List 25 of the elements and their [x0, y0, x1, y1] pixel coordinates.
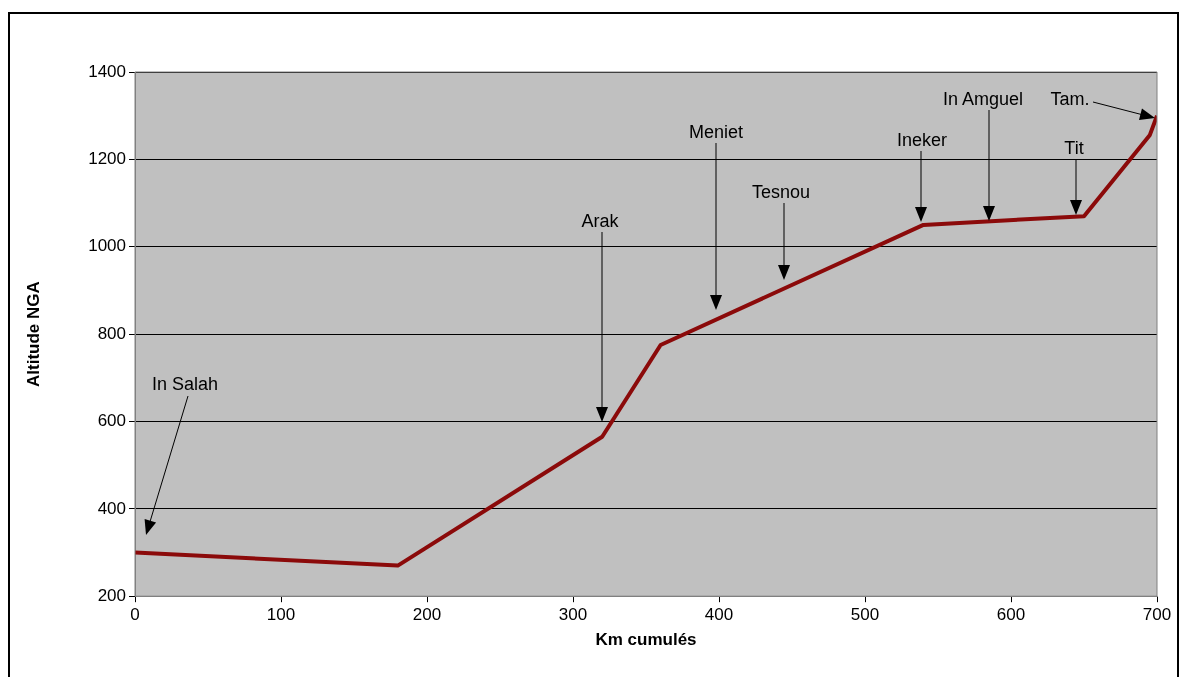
annotation: Meniet	[688, 121, 744, 142]
annotation: In Salah	[151, 373, 219, 394]
annotation: In Amguel	[942, 88, 1024, 109]
annotation: Ineker	[896, 129, 948, 150]
x-tick-label: 100	[266, 605, 296, 625]
y-tick-label: 400	[97, 498, 126, 518]
annotation: Tit	[1064, 137, 1084, 158]
x-tick-label: 0	[130, 605, 140, 625]
annotation: Tesnou	[751, 181, 811, 202]
y-tick-label: 600	[97, 411, 126, 431]
x-tick-label: 600	[996, 605, 1026, 625]
x-tick-label: 400	[704, 605, 734, 625]
y-tick-label: 800	[97, 323, 126, 343]
annotation: Tam.	[1050, 88, 1090, 109]
y-tick-label: 1400	[88, 61, 126, 81]
y-tick-label: 1200	[88, 149, 126, 169]
x-axis-title: Km cumulés	[595, 630, 697, 650]
annotation: Arak	[581, 210, 620, 231]
x-tick-label: 500	[850, 605, 880, 625]
y-tick-label: 200	[97, 585, 126, 605]
x-tick-label: 300	[558, 605, 588, 625]
x-tick-label: 200	[412, 605, 442, 625]
x-tick-label: 700	[1142, 605, 1172, 625]
y-axis-title: Altitude NGA	[23, 281, 43, 387]
y-tick-label: 1000	[88, 236, 126, 256]
